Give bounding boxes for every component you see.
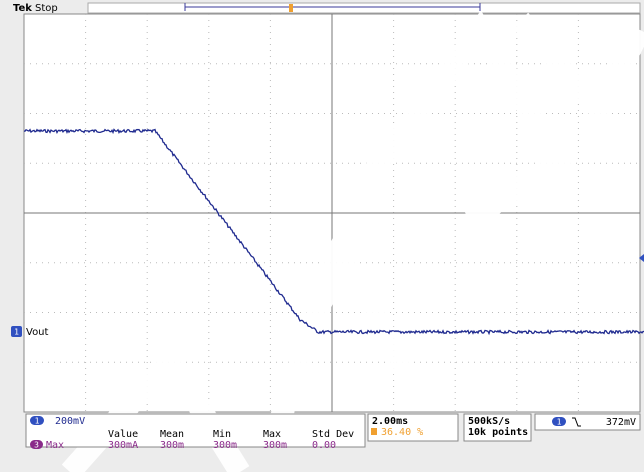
- channel-badge-number: 1: [35, 417, 40, 426]
- trigger-source: 1: [557, 418, 562, 427]
- brand: Tek: [13, 3, 32, 14]
- channel-marker-number: 1: [14, 328, 19, 337]
- trigger-icon: [371, 428, 377, 435]
- measurement-table: Value Mean Min Max Std Dev 300mA 300m 300m 300m 0…: [108, 429, 354, 451]
- measurement-value: 0.00: [312, 440, 336, 451]
- record-window: [184, 3, 481, 11]
- graticule: [23, 13, 641, 413]
- channel-scale: 200mV: [55, 416, 85, 427]
- measurement-badge: [30, 440, 43, 449]
- channel-box: [25, 413, 366, 448]
- slope-icon: [572, 417, 581, 427]
- trigger-level: 372mV: [606, 417, 636, 428]
- timebase-box: [367, 413, 459, 442]
- record-length: 10k points: [468, 426, 528, 438]
- trigger-position-marker: [289, 4, 293, 12]
- measurement-value: 300mA: [108, 440, 138, 451]
- channel-marker: [11, 326, 22, 337]
- offset-marker: [639, 254, 644, 262]
- channel-label: Vout: [26, 327, 49, 338]
- trigger-position: 36.40 %: [381, 427, 423, 438]
- measurement-name: Max: [46, 440, 64, 451]
- timebase-scale: 2.00ms: [372, 416, 408, 427]
- trigger-source-badge: [552, 417, 566, 426]
- measurement-header: Value: [108, 429, 138, 440]
- measurement-value: 300m: [213, 440, 237, 451]
- record-bar: [87, 2, 641, 14]
- measurement-header: Max: [263, 429, 281, 440]
- center-axes: [24, 14, 640, 412]
- acquisition-box: [463, 413, 532, 442]
- run-status: Stop: [35, 3, 58, 14]
- measurement-value: 300m: [263, 440, 287, 451]
- measurement-header: Mean: [160, 429, 184, 440]
- measurement-header: Min: [213, 429, 231, 440]
- waveform: [23, 128, 644, 336]
- channel-badge: [30, 416, 44, 425]
- sample-rate: 500kS/s: [468, 416, 510, 427]
- measurement-source: 3: [34, 441, 39, 450]
- measurement-value: 300m: [160, 440, 184, 451]
- measurement-header: Std Dev: [312, 429, 354, 440]
- watermark: [61, 10, 644, 472]
